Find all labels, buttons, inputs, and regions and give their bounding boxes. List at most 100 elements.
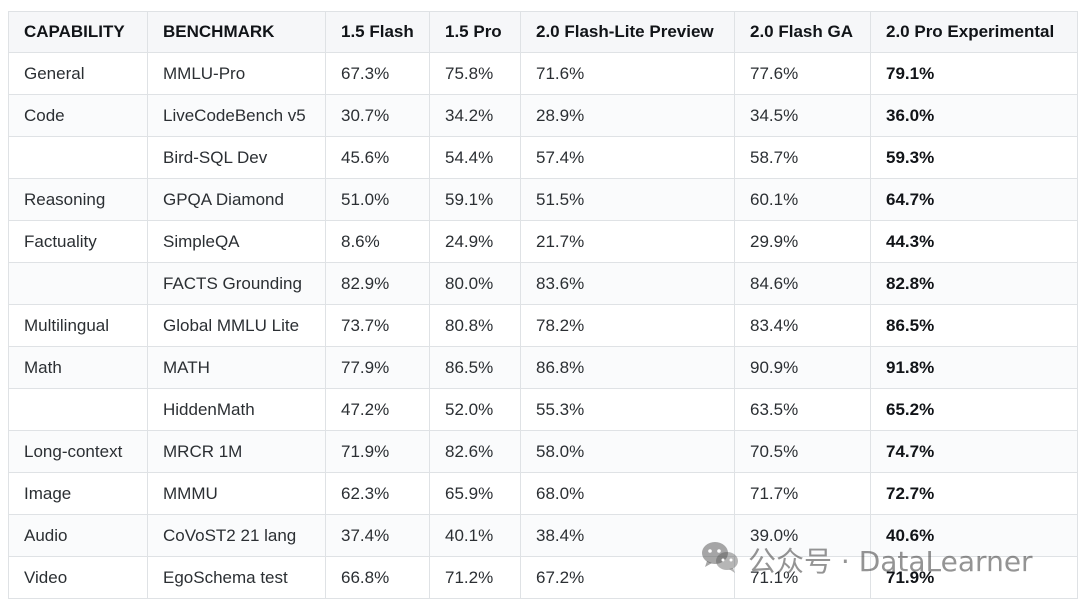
header-benchmark: BENCHMARK [147, 11, 326, 53]
cell-1-5-pro: 24.9% [429, 220, 521, 263]
cell-1-5-flash: 30.7% [325, 94, 430, 137]
cell-2-0-pro-experimental: 44.3% [870, 220, 1078, 263]
cell-2-0-flash-lite-preview: 86.8% [520, 346, 735, 389]
cell-1-5-flash: 77.9% [325, 346, 430, 389]
cell-2-0-pro-experimental: 59.3% [870, 136, 1078, 179]
cell-2-0-flash-lite-preview: 55.3% [520, 388, 735, 431]
cell-1-5-pro: 71.2% [429, 556, 521, 599]
cell-1-5-pro: 82.6% [429, 430, 521, 473]
cell-2-0-flash-ga: 77.6% [734, 52, 871, 95]
cell-2-0-flash-lite-preview: 58.0% [520, 430, 735, 473]
cell-2-0-flash-ga: 84.6% [734, 262, 871, 305]
table-row: Factuality SimpleQA 8.6% 24.9% 21.7% 29.9% 44.… [8, 220, 1078, 263]
cell-capability: Image [8, 472, 148, 515]
cell-capability: Long-context [8, 430, 148, 473]
benchmark-table-container: CAPABILITY BENCHMARK 1.5 Flash 1.5 Pro 2… [8, 11, 1078, 599]
table-row: General MMLU-Pro 67.3% 75.8% 71.6% 77.6% 79.1% [8, 52, 1078, 95]
benchmark-table: CAPABILITY BENCHMARK 1.5 Flash 1.5 Pro 2… [8, 11, 1078, 599]
cell-benchmark: Bird-SQL Dev [147, 136, 326, 179]
cell-1-5-flash: 66.8% [325, 556, 430, 599]
cell-2-0-flash-lite-preview: 78.2% [520, 304, 735, 347]
cell-benchmark: HiddenMath [147, 388, 326, 431]
cell-2-0-flash-ga: 39.0% [734, 514, 871, 557]
table-row: Math MATH 77.9% 86.5% 86.8% 90.9% 91.8% [8, 346, 1078, 389]
table-row: HiddenMath 47.2% 52.0% 55.3% 63.5% 65.2% [8, 388, 1078, 431]
cell-2-0-pro-experimental: 36.0% [870, 94, 1078, 137]
cell-benchmark: EgoSchema test [147, 556, 326, 599]
cell-1-5-pro: 52.0% [429, 388, 521, 431]
cell-benchmark: SimpleQA [147, 220, 326, 263]
header-2-0-pro-experimental: 2.0 Pro Experimental [870, 11, 1078, 53]
cell-1-5-flash: 45.6% [325, 136, 430, 179]
cell-benchmark: CoVoST2 21 lang [147, 514, 326, 557]
cell-capability: Video [8, 556, 148, 599]
cell-2-0-pro-experimental: 72.7% [870, 472, 1078, 515]
cell-2-0-pro-experimental: 79.1% [870, 52, 1078, 95]
cell-2-0-flash-lite-preview: 83.6% [520, 262, 735, 305]
cell-1-5-pro: 75.8% [429, 52, 521, 95]
table-row: Audio CoVoST2 21 lang 37.4% 40.1% 38.4% 39.0%… [8, 514, 1078, 557]
cell-2-0-flash-ga: 71.1% [734, 556, 871, 599]
cell-2-0-flash-lite-preview: 67.2% [520, 556, 735, 599]
cell-benchmark: MMLU-Pro [147, 52, 326, 95]
cell-capability [8, 262, 148, 305]
cell-benchmark: MMMU [147, 472, 326, 515]
cell-2-0-pro-experimental: 71.9% [870, 556, 1078, 599]
cell-2-0-pro-experimental: 74.7% [870, 430, 1078, 473]
cell-2-0-flash-ga: 70.5% [734, 430, 871, 473]
cell-2-0-flash-ga: 63.5% [734, 388, 871, 431]
cell-2-0-pro-experimental: 64.7% [870, 178, 1078, 221]
cell-benchmark: MATH [147, 346, 326, 389]
cell-2-0-flash-lite-preview: 28.9% [520, 94, 735, 137]
header-1-5-pro: 1.5 Pro [429, 11, 521, 53]
table-row: Image MMMU 62.3% 65.9% 68.0% 71.7% 72.7% [8, 472, 1078, 515]
cell-2-0-flash-ga: 90.9% [734, 346, 871, 389]
cell-2-0-pro-experimental: 40.6% [870, 514, 1078, 557]
cell-benchmark: LiveCodeBench v5 [147, 94, 326, 137]
table-row: Reasoning GPQA Diamond 51.0% 59.1% 51.5% 60.1… [8, 178, 1078, 221]
cell-2-0-flash-ga: 34.5% [734, 94, 871, 137]
table-row: Code LiveCodeBench v5 30.7% 34.2% 28.9% 34.5%… [8, 94, 1078, 137]
cell-capability: Reasoning [8, 178, 148, 221]
cell-capability: Factuality [8, 220, 148, 263]
cell-benchmark: Global MMLU Lite [147, 304, 326, 347]
cell-1-5-pro: 34.2% [429, 94, 521, 137]
cell-1-5-flash: 67.3% [325, 52, 430, 95]
cell-1-5-flash: 47.2% [325, 388, 430, 431]
cell-2-0-flash-lite-preview: 57.4% [520, 136, 735, 179]
cell-2-0-flash-ga: 83.4% [734, 304, 871, 347]
cell-2-0-flash-ga: 58.7% [734, 136, 871, 179]
cell-1-5-pro: 86.5% [429, 346, 521, 389]
cell-2-0-flash-ga: 29.9% [734, 220, 871, 263]
cell-capability: Audio [8, 514, 148, 557]
cell-capability [8, 136, 148, 179]
header-capability: CAPABILITY [8, 11, 148, 53]
cell-2-0-flash-lite-preview: 71.6% [520, 52, 735, 95]
cell-2-0-pro-experimental: 86.5% [870, 304, 1078, 347]
cell-1-5-pro: 80.8% [429, 304, 521, 347]
cell-1-5-flash: 8.6% [325, 220, 430, 263]
cell-2-0-flash-lite-preview: 68.0% [520, 472, 735, 515]
cell-benchmark: FACTS Grounding [147, 262, 326, 305]
cell-1-5-pro: 59.1% [429, 178, 521, 221]
header-2-0-flash-ga: 2.0 Flash GA [734, 11, 871, 53]
cell-benchmark: MRCR 1M [147, 430, 326, 473]
cell-1-5-flash: 71.9% [325, 430, 430, 473]
cell-capability: Multilingual [8, 304, 148, 347]
cell-1-5-flash: 51.0% [325, 178, 430, 221]
cell-capability: Math [8, 346, 148, 389]
cell-2-0-flash-ga: 71.7% [734, 472, 871, 515]
cell-1-5-pro: 80.0% [429, 262, 521, 305]
table-row: Multilingual Global MMLU Lite 73.7% 80.8% 78… [8, 304, 1078, 347]
cell-capability [8, 388, 148, 431]
table-body: General MMLU-Pro 67.3% 75.8% 71.6% 77.6% 79.1%… [8, 52, 1078, 599]
cell-2-0-pro-experimental: 91.8% [870, 346, 1078, 389]
cell-1-5-pro: 40.1% [429, 514, 521, 557]
cell-1-5-flash: 37.4% [325, 514, 430, 557]
cell-2-0-flash-lite-preview: 38.4% [520, 514, 735, 557]
cell-1-5-pro: 65.9% [429, 472, 521, 515]
header-2-0-flash-lite-preview: 2.0 Flash-Lite Preview [520, 11, 735, 53]
table-row: Bird-SQL Dev 45.6% 54.4% 57.4% 58.7% 59.3% [8, 136, 1078, 179]
cell-2-0-flash-lite-preview: 21.7% [520, 220, 735, 263]
cell-capability: General [8, 52, 148, 95]
